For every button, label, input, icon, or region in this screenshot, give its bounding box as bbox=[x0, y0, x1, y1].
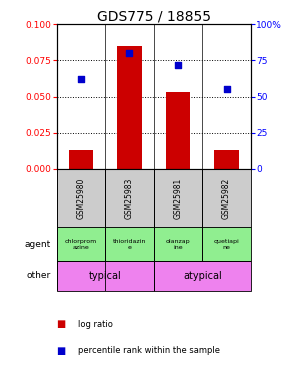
Text: ■: ■ bbox=[57, 320, 66, 329]
Bar bbox=[166, 92, 190, 169]
Text: agent: agent bbox=[24, 240, 51, 249]
FancyBboxPatch shape bbox=[57, 228, 105, 261]
Text: log ratio: log ratio bbox=[78, 320, 113, 329]
Text: ■: ■ bbox=[57, 346, 66, 355]
Text: GSM25980: GSM25980 bbox=[76, 177, 85, 219]
Text: GSM25983: GSM25983 bbox=[125, 177, 134, 219]
Point bbox=[224, 86, 229, 92]
Point bbox=[176, 62, 180, 68]
Bar bbox=[69, 150, 93, 169]
FancyBboxPatch shape bbox=[202, 228, 251, 261]
FancyBboxPatch shape bbox=[105, 228, 154, 261]
Point bbox=[127, 50, 132, 56]
Title: GDS775 / 18855: GDS775 / 18855 bbox=[97, 9, 211, 23]
Text: olanzap
ine: olanzap ine bbox=[166, 239, 190, 250]
Bar bbox=[214, 150, 239, 169]
FancyBboxPatch shape bbox=[57, 261, 154, 291]
FancyBboxPatch shape bbox=[57, 169, 105, 228]
Text: other: other bbox=[26, 272, 51, 280]
Bar bbox=[117, 46, 142, 169]
FancyBboxPatch shape bbox=[154, 169, 202, 228]
Point bbox=[79, 76, 83, 82]
FancyBboxPatch shape bbox=[202, 169, 251, 228]
Text: quetiapi
ne: quetiapi ne bbox=[214, 239, 240, 250]
FancyBboxPatch shape bbox=[154, 261, 251, 291]
Text: atypical: atypical bbox=[183, 271, 222, 281]
FancyBboxPatch shape bbox=[105, 169, 154, 228]
FancyBboxPatch shape bbox=[154, 228, 202, 261]
Text: typical: typical bbox=[89, 271, 122, 281]
Text: GSM25981: GSM25981 bbox=[173, 177, 182, 219]
Text: GSM25982: GSM25982 bbox=[222, 177, 231, 219]
Text: percentile rank within the sample: percentile rank within the sample bbox=[78, 346, 220, 355]
Text: thioridazin
e: thioridazin e bbox=[113, 239, 146, 250]
Text: chlorprom
azine: chlorprom azine bbox=[65, 239, 97, 250]
